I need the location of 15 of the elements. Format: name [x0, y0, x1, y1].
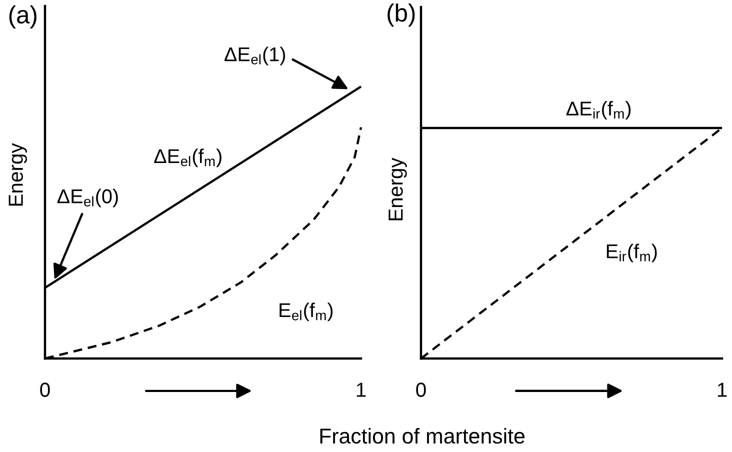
text: E$_{el}$(f$_{m}$) [280, 302, 333, 322]
chart-title: (a) [9, 5, 36, 28]
series-label: ΔE$_{ir}$(f$_{m}$) [566, 101, 631, 120]
y-axis-title: Energy [8, 143, 27, 206]
x-tick-label: 1 [356, 382, 366, 397]
x-tick-label: 0 [416, 382, 426, 398]
x-axis-title: Fraction of martensite [320, 428, 524, 444]
x-tick-label: 1 [718, 382, 727, 397]
series-label: ΔE$_{el}$(f$_{m}$) [154, 148, 222, 168]
x-tick-label: 0 [40, 382, 50, 398]
series-label: E$_{ir}$(f$_{m}$) [606, 244, 657, 262]
y-axis-title: Energy [388, 158, 407, 220]
annotation: ΔE$_{el}$(1) [224, 46, 286, 66]
chart-title: (b) [388, 4, 415, 27]
annotation: ΔE$_{el}$(0) [57, 188, 118, 208]
